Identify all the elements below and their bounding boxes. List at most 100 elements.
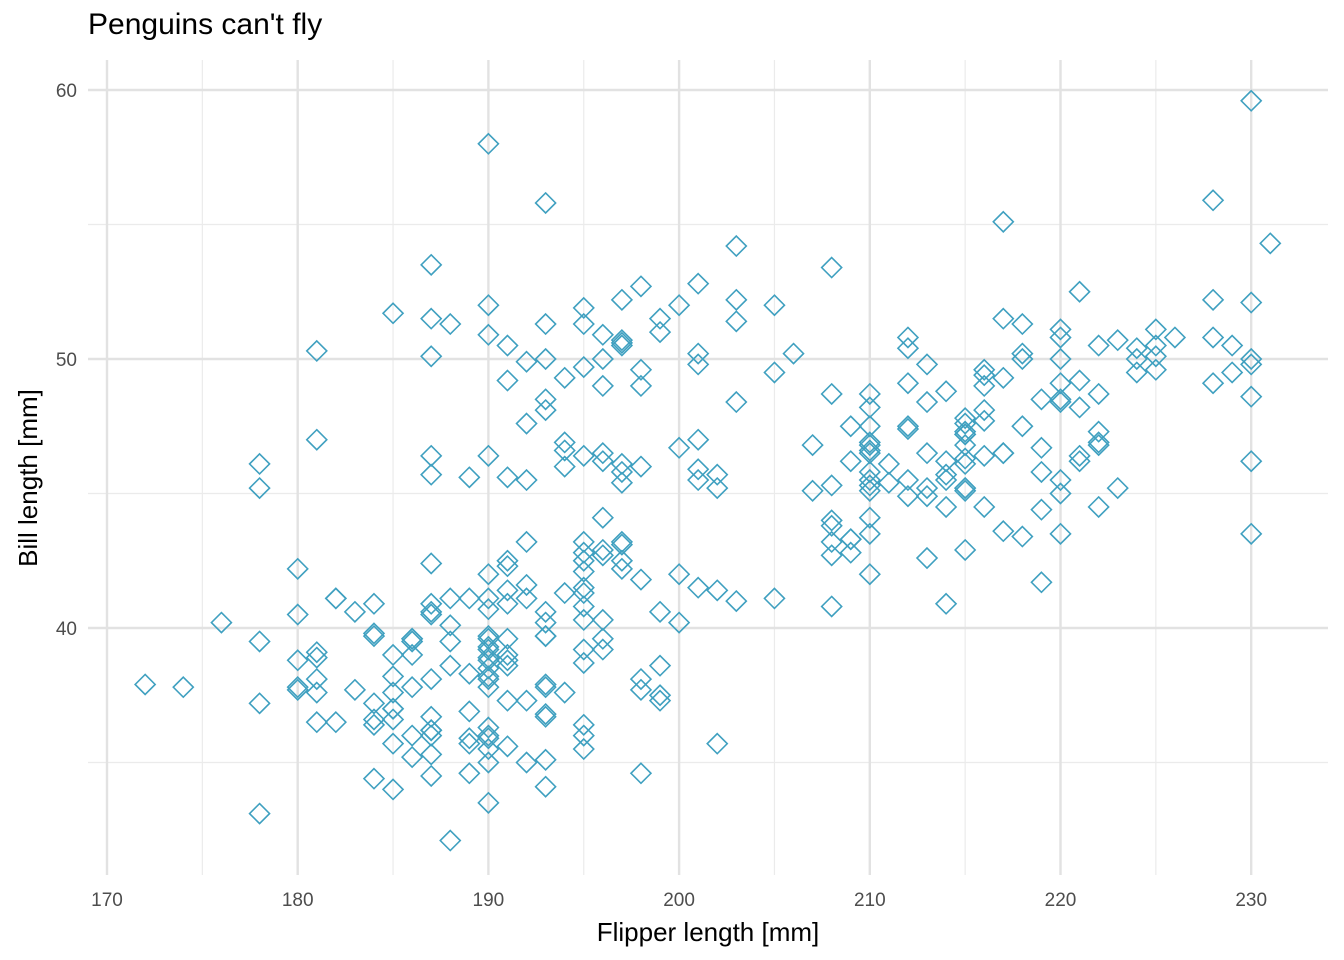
data-point — [1087, 495, 1110, 519]
data-point — [858, 474, 881, 497]
data-point — [477, 638, 500, 661]
data-point — [1201, 372, 1225, 395]
data-point — [839, 450, 862, 473]
data-point — [858, 479, 881, 502]
data-point — [420, 764, 443, 788]
data-point — [572, 296, 595, 320]
data-point — [572, 576, 595, 599]
data-point — [534, 676, 557, 699]
data-point — [992, 210, 1015, 233]
data-point — [591, 323, 614, 346]
y-tick-label: 60 — [56, 81, 77, 102]
data-point — [458, 700, 481, 723]
data-point — [553, 581, 576, 605]
data-point — [896, 485, 920, 508]
data-point — [534, 775, 557, 798]
y-axis-label: Bill length [mm] — [13, 389, 43, 567]
data-point — [477, 294, 500, 317]
data-point — [934, 450, 958, 473]
data-point — [362, 713, 386, 736]
data-point — [858, 396, 881, 419]
x-axis-label: Flipper length [mm] — [597, 917, 820, 947]
data-point — [1049, 482, 1072, 505]
data-point — [1068, 280, 1091, 303]
data-point — [896, 326, 920, 349]
data-point — [534, 191, 557, 215]
data-point — [858, 382, 881, 406]
data-point — [1049, 347, 1072, 371]
data-point — [629, 455, 653, 478]
data-point — [420, 307, 443, 330]
data-point — [400, 630, 424, 653]
data-point — [706, 463, 729, 486]
data-point — [725, 288, 748, 311]
data-point — [305, 646, 328, 669]
data-point — [286, 649, 309, 672]
data-point — [477, 657, 500, 680]
data-point — [591, 450, 614, 473]
data-point — [572, 651, 595, 675]
data-point — [934, 592, 958, 615]
data-point — [839, 528, 862, 551]
data-point — [248, 452, 271, 476]
data-point — [515, 573, 538, 597]
data-point — [610, 452, 634, 476]
data-point — [1163, 326, 1187, 349]
data-point — [515, 689, 538, 712]
x-tick-label: 210 — [854, 890, 886, 911]
data-point — [1011, 312, 1034, 336]
data-point — [1240, 450, 1263, 473]
data-point — [591, 442, 614, 465]
data-point — [934, 495, 958, 519]
data-point — [572, 312, 595, 336]
data-point — [687, 468, 710, 492]
data-point — [381, 697, 405, 720]
data-point — [458, 727, 481, 750]
data-point — [305, 667, 328, 691]
data-point — [1030, 436, 1053, 459]
data-point — [934, 468, 958, 492]
data-point — [305, 339, 328, 363]
data-point — [648, 307, 672, 330]
data-point — [477, 649, 500, 672]
data-point — [954, 538, 977, 562]
data-point — [820, 544, 843, 567]
data-point — [1144, 334, 1167, 357]
data-point — [629, 667, 653, 691]
data-point — [1030, 388, 1053, 411]
data-point — [572, 737, 595, 761]
data-point — [477, 737, 500, 761]
data-point — [858, 439, 881, 462]
data-point — [858, 468, 881, 492]
data-point — [820, 474, 843, 497]
data-point — [687, 272, 710, 295]
data-point — [515, 751, 538, 774]
data-point — [820, 514, 843, 537]
data-point — [477, 724, 500, 747]
data-point — [248, 630, 271, 653]
data-point — [534, 673, 557, 696]
data-point — [534, 398, 557, 422]
data-point — [496, 334, 519, 357]
data-point — [858, 522, 881, 545]
data-point — [534, 347, 557, 371]
data-point — [973, 444, 996, 467]
data-point — [1125, 347, 1148, 371]
data-point — [973, 364, 996, 387]
data-point — [496, 369, 519, 392]
data-point — [324, 587, 347, 610]
data-point — [1011, 342, 1034, 365]
data-point — [1068, 369, 1091, 392]
data-point — [1030, 460, 1053, 484]
data-point — [362, 767, 386, 790]
data-point — [629, 275, 653, 298]
data-point — [954, 412, 977, 435]
data-point — [248, 802, 271, 825]
data-point — [439, 630, 462, 653]
data-point — [1106, 329, 1129, 352]
data-point — [1087, 334, 1110, 357]
data-point — [496, 643, 519, 667]
data-point — [973, 374, 996, 398]
data-point — [439, 654, 462, 677]
data-point — [286, 603, 309, 626]
